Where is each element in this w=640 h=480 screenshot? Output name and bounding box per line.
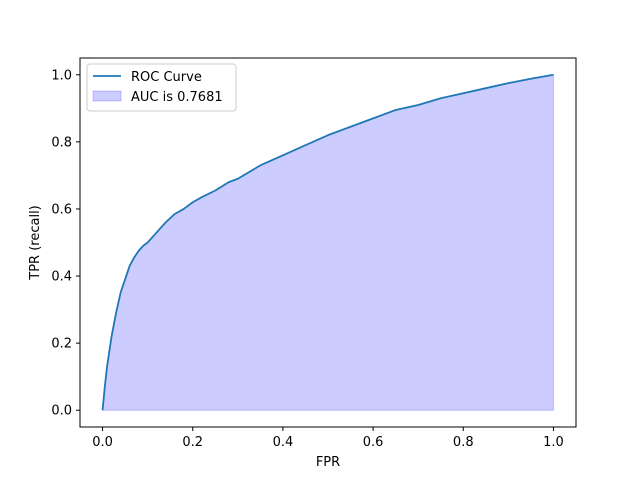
x-tick-label: 0.2 bbox=[182, 435, 203, 450]
y-tick-label: 0.0 bbox=[51, 404, 72, 419]
legend-auc-swatch bbox=[92, 90, 122, 102]
axes-frame bbox=[79, 57, 577, 428]
x-axis-label: FPR bbox=[316, 455, 340, 470]
x-tick-label: 0.8 bbox=[453, 435, 474, 450]
y-tick-label: 0.2 bbox=[51, 337, 72, 352]
y-tick-label: 1.0 bbox=[51, 68, 72, 83]
plot-area bbox=[79, 57, 577, 428]
y-axis-label: TPR (recall) bbox=[28, 205, 43, 280]
legend-box bbox=[86, 63, 237, 112]
y-tick-label: 0.4 bbox=[51, 270, 72, 285]
x-tick-label: 1.0 bbox=[543, 435, 564, 450]
x-axis-ticks: 0.0 0.2 0.4 0.6 0.8 1.0 bbox=[92, 427, 564, 450]
y-axis-ticks: 0.0 0.2 0.4 0.6 0.8 1.0 bbox=[51, 68, 80, 419]
y-tick-label: 0.8 bbox=[51, 135, 72, 150]
legend-roc-label: ROC Curve bbox=[131, 70, 202, 85]
legend: ROC Curve AUC is 0.7681 bbox=[86, 63, 237, 112]
y-tick-label: 0.6 bbox=[51, 202, 72, 217]
x-tick-label: 0.4 bbox=[273, 435, 294, 450]
legend-auc-label: AUC is 0.7681 bbox=[131, 90, 223, 105]
x-tick-label: 0.6 bbox=[363, 435, 384, 450]
x-tick-label: 0.0 bbox=[92, 435, 113, 450]
roc-curve-line bbox=[101, 73, 554, 411]
